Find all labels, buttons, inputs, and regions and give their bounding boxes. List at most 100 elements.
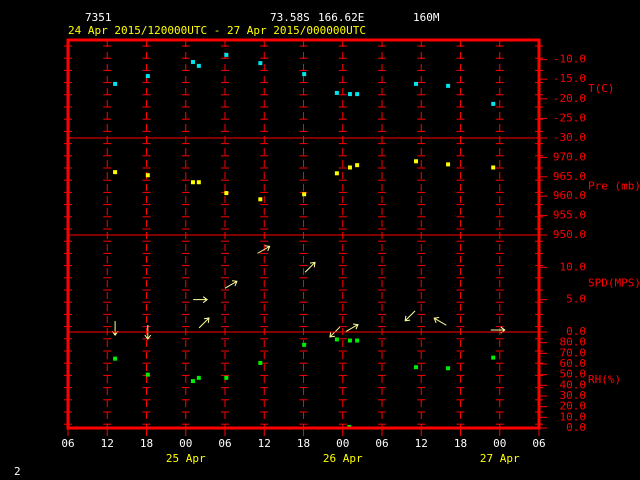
- y-tick-label: 10.0: [560, 260, 587, 273]
- data-point: [446, 162, 451, 167]
- y-tick-label: 5.0: [566, 293, 586, 306]
- longitude: 166.62E: [318, 11, 364, 24]
- y-tick-label: 80.0: [560, 336, 587, 349]
- data-point: [355, 338, 360, 343]
- wind-arrow: [433, 317, 447, 326]
- x-tick-label: 12: [415, 437, 428, 450]
- arrow-shape: [404, 310, 416, 322]
- data-point: [190, 59, 195, 64]
- wind-arrow: [404, 310, 416, 322]
- y-tick-label: -15.0: [553, 72, 586, 85]
- data-point: [491, 101, 496, 106]
- y-tick-label: 40.0: [560, 378, 587, 391]
- data-point: [113, 356, 118, 361]
- arrow-shape: [198, 317, 210, 329]
- x-tick-label: 00: [179, 437, 192, 450]
- y-tick-label: -25.0: [553, 111, 586, 124]
- y-tick-label: 0.0: [566, 421, 586, 434]
- data-point: [224, 375, 229, 380]
- x-tick-label: 00: [336, 437, 349, 450]
- station-id: 7351: [85, 11, 112, 24]
- y-tick-label: 965.0: [553, 170, 586, 183]
- panel-label: RH(%): [588, 373, 621, 386]
- wind-arrow: [345, 323, 359, 333]
- wind-arrow: [198, 317, 210, 329]
- data-point: [302, 342, 307, 347]
- elevation: 160M: [413, 11, 440, 24]
- y-tick-label: 960.0: [553, 189, 586, 202]
- data-point: [347, 338, 352, 343]
- wind-arrow: [111, 321, 119, 336]
- data-point: [145, 372, 150, 377]
- arrow-shape: [304, 261, 316, 273]
- data-point: [355, 92, 360, 97]
- y-tick-label: 10.0: [560, 410, 587, 423]
- arrow-shape: [433, 317, 447, 326]
- day-label: 25 Apr: [166, 452, 206, 465]
- y-tick-label: 20.0: [560, 400, 587, 413]
- data-point: [446, 83, 451, 88]
- data-point: [414, 81, 419, 86]
- wind-arrow: [193, 296, 208, 304]
- data-point: [302, 72, 307, 77]
- x-tick-label: 00: [493, 437, 506, 450]
- wind-arrow: [224, 280, 238, 289]
- data-point: [224, 191, 229, 196]
- x-tick-label: 18: [454, 437, 467, 450]
- data-point: [347, 165, 352, 170]
- x-tick-label: 06: [375, 437, 388, 450]
- panel-label: T(C): [588, 82, 615, 95]
- day-label: 26 Apr: [323, 452, 363, 465]
- data-point: [190, 379, 195, 384]
- x-tick-label: 06: [61, 437, 74, 450]
- panel-label: Pre (mb): [588, 180, 640, 193]
- data-point: [196, 63, 201, 68]
- data-point: [491, 165, 496, 170]
- data-point: [302, 192, 307, 197]
- y-tick-label: 50.0: [560, 368, 587, 381]
- y-tick-label: 950.0: [553, 228, 586, 241]
- arrow-shape: [345, 323, 359, 333]
- data-point: [414, 365, 419, 370]
- arrow-shape: [111, 321, 119, 336]
- x-tick-label: 06: [532, 437, 545, 450]
- x-tick-label: 18: [140, 437, 153, 450]
- data-point: [491, 355, 496, 360]
- x-tick-label: 18: [297, 437, 310, 450]
- data-point: [355, 163, 360, 168]
- data-point: [196, 180, 201, 185]
- panel-label: SPD(MPS): [588, 277, 640, 290]
- data-point: [113, 170, 118, 175]
- wind-arrow: [257, 245, 271, 254]
- period: 24 Apr 2015/120000UTC - 27 Apr 2015/0000…: [68, 24, 366, 37]
- y-tick-label: -10.0: [553, 53, 586, 66]
- y-tick-label: -30.0: [553, 131, 586, 144]
- y-tick-label: 0.0: [566, 325, 586, 338]
- y-tick-label: 70.0: [560, 346, 587, 359]
- y-tick-label: 60.0: [560, 357, 587, 370]
- data-point: [190, 180, 195, 185]
- data-point: [414, 159, 419, 164]
- day-label: 27 Apr: [480, 452, 520, 465]
- data-point: [113, 81, 118, 86]
- data-point: [334, 171, 339, 176]
- arrow-shape: [193, 296, 208, 304]
- y-tick-label: -20.0: [553, 92, 586, 105]
- data-point: [258, 360, 263, 365]
- arrow-shape: [257, 245, 271, 254]
- data-point: [347, 92, 352, 97]
- page-number: 2: [14, 465, 21, 478]
- data-point: [334, 337, 339, 342]
- x-tick-label: 06: [218, 437, 231, 450]
- data-point: [446, 366, 451, 371]
- data-point: [258, 61, 263, 66]
- y-tick-label: 970.0: [553, 150, 586, 163]
- y-tick-label: 955.0: [553, 209, 586, 222]
- x-tick-label: 12: [101, 437, 114, 450]
- data-point: [224, 52, 229, 57]
- plot-frame: [66, 38, 541, 430]
- data-point: [145, 173, 150, 178]
- data-point: [145, 74, 150, 79]
- latitude: 73.58S: [270, 11, 310, 24]
